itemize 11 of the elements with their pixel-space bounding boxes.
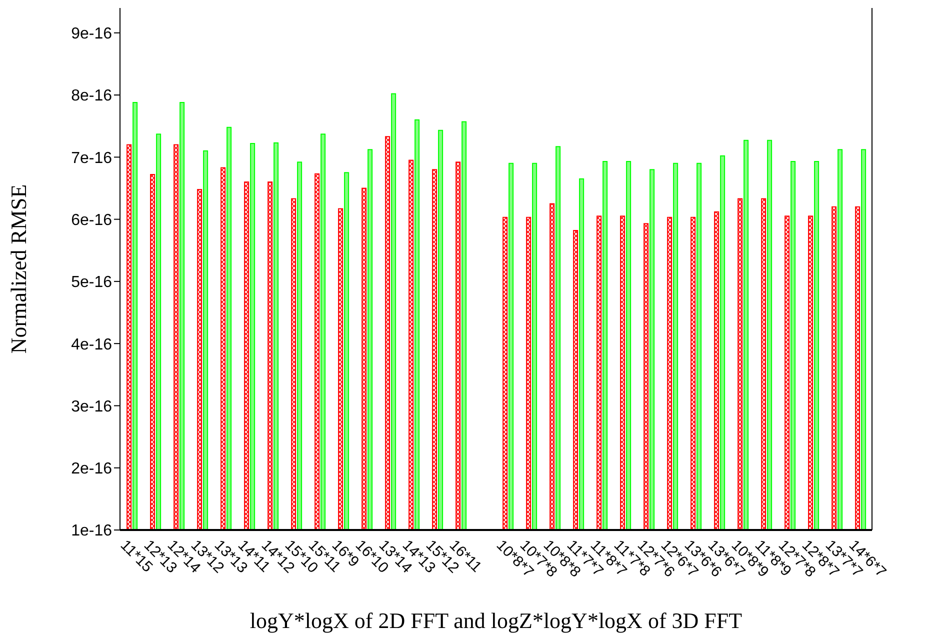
y-tick-label: 3e-16 [71, 398, 112, 416]
y-tick-label: 5e-16 [71, 274, 112, 292]
y-tick-label: 6e-16 [71, 212, 112, 229]
x-axis-title: logY*logX of 2D FFT and logZ*logY*logX of 3D FFT [250, 608, 743, 633]
y-tick-label: 2e-16 [71, 460, 112, 478]
y-tick-label: 9e-16 [71, 26, 112, 43]
y-tick-label: 4e-16 [71, 336, 112, 354]
y-axis-title: Normalized RMSE [6, 184, 31, 354]
y-tick-label: 1e-16 [71, 522, 112, 540]
y-tick-label: 7e-16 [71, 150, 112, 167]
y-tick-label: 8e-16 [71, 88, 112, 105]
